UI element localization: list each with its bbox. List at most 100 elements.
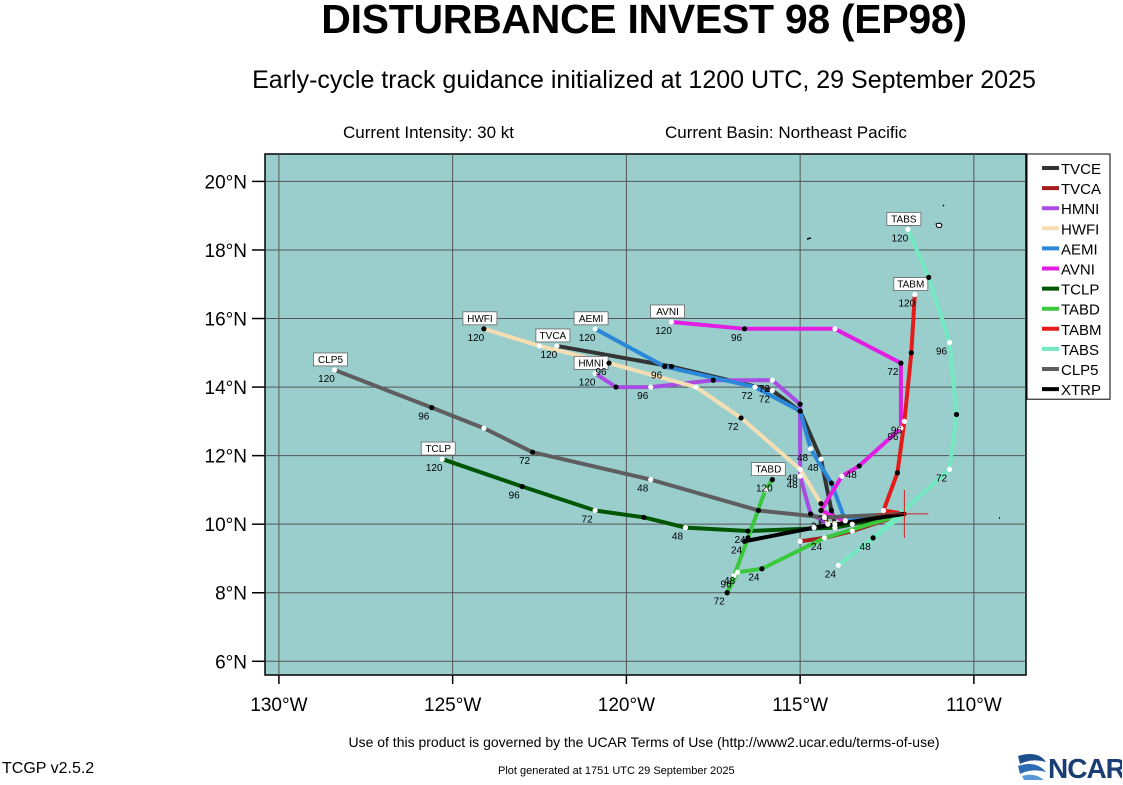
- legend-label-xtrp: XTRP: [1061, 382, 1101, 399]
- track-point-xtrp: [811, 525, 817, 531]
- track-point-hmni: [710, 377, 716, 383]
- lat-tick-label: 20°N: [205, 172, 247, 193]
- legend-label-tabd: TABD: [1061, 302, 1100, 319]
- lat-tick-label: 14°N: [205, 378, 247, 399]
- model-label-hwfi: HWFI: [467, 314, 493, 325]
- track-point-tabs: [870, 535, 876, 541]
- island: [806, 237, 812, 240]
- legend-label-tvca: TVCA: [1061, 181, 1101, 198]
- track-point-tclp: [519, 483, 525, 490]
- track-tabm: [881, 292, 917, 516]
- forecast-hour-label: 48: [724, 576, 736, 587]
- track-point-avni: [832, 326, 838, 332]
- model-label-box: [462, 311, 498, 326]
- forecast-hour-label: 96: [721, 580, 733, 591]
- current-position-marker: [876, 489, 929, 538]
- track-hmni: [593, 371, 907, 530]
- forecast-hour-label: 96: [595, 367, 607, 378]
- forecast-hour-label: 120: [468, 333, 485, 344]
- model-label-box: [535, 328, 571, 343]
- track-aemi: [593, 326, 907, 523]
- model-label-box: [893, 277, 929, 291]
- track-point-hwfi: [606, 360, 612, 366]
- ncar-logo: NCAR: [1018, 752, 1123, 785]
- forecast-hour-label: 120: [579, 333, 596, 344]
- forecast-hour-label: 48: [672, 532, 684, 543]
- track-point-tvce: [668, 363, 675, 370]
- track-clp5: [332, 367, 907, 520]
- lon-tick-label: 120°W: [598, 695, 655, 716]
- track-point-tvca: [849, 528, 855, 534]
- model-label-aemi: AEMI: [579, 314, 603, 325]
- page-subtitle: Early-cycle track guidance initialized a…: [252, 66, 1036, 94]
- lon-tick-label: 125°W: [424, 695, 481, 716]
- island: [935, 222, 943, 229]
- track-point-hwfi: [825, 521, 831, 527]
- forecast-hour-label: 120: [756, 484, 773, 495]
- track-point-tvca: [797, 538, 803, 544]
- model-label-box: [650, 304, 685, 319]
- track-point-tabd: [821, 535, 828, 541]
- forecast-hour-label: 96: [418, 412, 430, 423]
- track-point-hwfi: [738, 415, 744, 421]
- track-point-avni: [741, 326, 748, 332]
- track-point-tabs: [953, 411, 960, 418]
- track-lines: [332, 227, 959, 595]
- forecast-hour-label: 24: [825, 569, 837, 580]
- track-point-avni: [849, 521, 855, 527]
- forecast-hour-label: 72: [759, 395, 771, 406]
- legend-label-tvce: TVCE: [1061, 161, 1101, 178]
- model-label-box: [750, 462, 786, 477]
- forecast-hour-label: 96: [887, 432, 899, 443]
- track-point-hmni: [613, 384, 619, 390]
- track-point-tabm: [880, 507, 887, 514]
- track-point-hwfi: [693, 384, 699, 390]
- forecast-hour-label: 72: [887, 367, 899, 378]
- track-point-tvce: [769, 387, 775, 394]
- track-point-xtrp: [741, 538, 748, 544]
- track-point-hmni: [807, 511, 814, 517]
- forecast-hour-label: 72: [759, 384, 771, 395]
- current-intensity: Current Intensity: 30 kt: [343, 123, 515, 142]
- forecast-hour-label: 48: [637, 484, 649, 495]
- forecast-hour-label: 48: [846, 470, 858, 481]
- forecast-hour-label: 72: [519, 456, 531, 467]
- forecast-hour-label: 120: [579, 377, 596, 388]
- track-point-clp5: [481, 425, 487, 431]
- generated-timestamp: Plot generated at 1751 UTC 29 September …: [498, 765, 735, 777]
- forecast-hour-label: 24: [811, 521, 823, 532]
- track-point-hmni: [648, 384, 654, 390]
- track-point-tabs: [946, 466, 953, 472]
- track-point-tabd: [769, 477, 775, 483]
- track-point-tabs: [946, 339, 953, 346]
- track-point-tclp: [592, 507, 598, 514]
- legend-label-tabm: TABM: [1061, 322, 1102, 339]
- model-label-box: [420, 441, 456, 456]
- forecast-hour-label: 24: [734, 535, 746, 546]
- track-tabs: [836, 227, 959, 568]
- island: [942, 204, 945, 207]
- track-point-tabs: [905, 226, 911, 233]
- track-point-tabm: [908, 350, 914, 356]
- lat-tick-label: 16°N: [205, 310, 247, 331]
- forecast-hour-label: 96: [637, 391, 649, 402]
- lat-tick-label: 6°N: [215, 652, 247, 673]
- legend-box: [1026, 153, 1111, 400]
- forecast-hour-label: 48: [787, 480, 799, 491]
- forecast-hour-label: 24: [818, 514, 830, 525]
- forecast-hour-label: 72: [727, 422, 739, 433]
- track-point-avni: [898, 425, 904, 431]
- forecast-hour-label: 72: [714, 597, 726, 608]
- model-label-clp5: CLP5: [318, 355, 343, 366]
- track-point-tclp: [439, 456, 445, 462]
- model-label-tabm: TABM: [897, 280, 924, 291]
- track-point-hmni: [769, 377, 775, 383]
- lon-tick-label: 130°W: [250, 695, 307, 716]
- model-label-box: [886, 212, 922, 226]
- forecast-hour-label: 120: [892, 233, 909, 244]
- track-point-tabd: [762, 487, 768, 493]
- lat-tick-label: 18°N: [205, 241, 247, 262]
- track-point-clp5: [429, 405, 435, 411]
- model-label-box: [313, 352, 348, 367]
